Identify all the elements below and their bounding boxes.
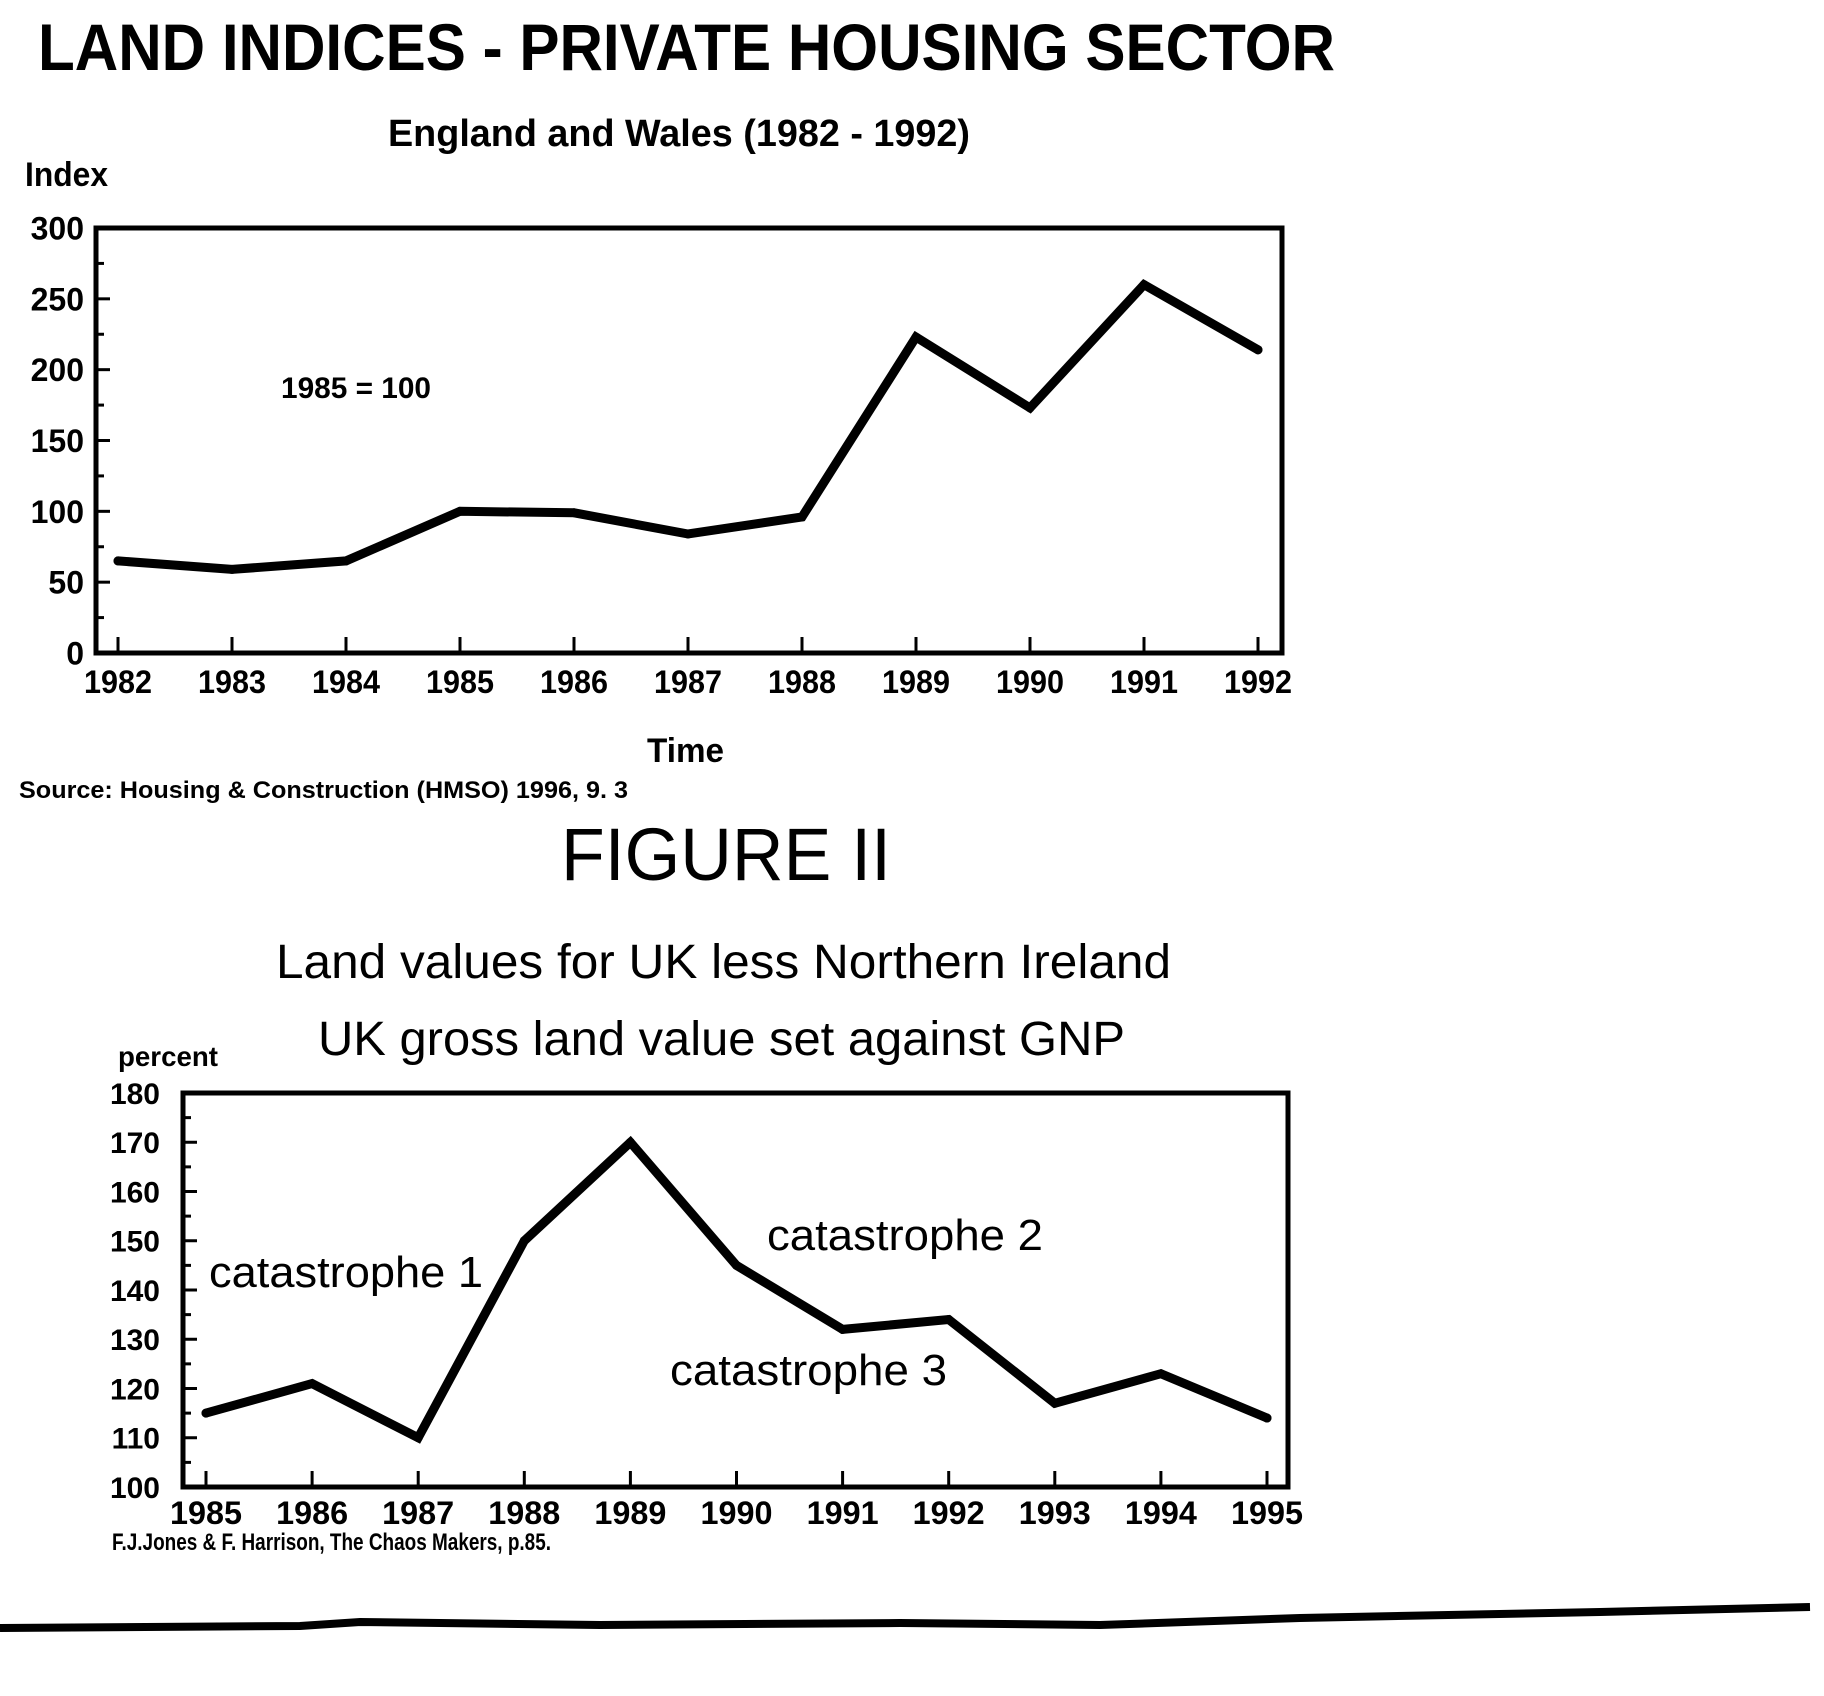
data-point-1987 <box>683 529 693 539</box>
y-tick-label: 180 <box>110 1078 160 1111</box>
x-tick-label: 1992 <box>913 1495 985 1531</box>
data-point-1994 <box>1156 1369 1166 1379</box>
bottom-divider-rule <box>0 1603 1811 1632</box>
y-tick-label: 140 <box>110 1275 160 1308</box>
chart2-y-tick-labels: 100 110 120 130 140 150 160 170 180 <box>110 1078 160 1505</box>
x-tick-label: 1988 <box>768 664 836 700</box>
chart1-x-axis-label: Time <box>647 732 724 770</box>
y-tick-label: 150 <box>31 423 84 459</box>
chart1-annotation: 1985 = 100 <box>281 372 431 405</box>
x-tick-label: 1994 <box>1125 1495 1197 1531</box>
y-tick-label: 120 <box>110 1373 160 1406</box>
chart1-y-axis-label: Index <box>25 156 108 194</box>
y-tick-label: 200 <box>31 352 84 388</box>
x-tick-label: 1986 <box>540 664 608 700</box>
x-tick-label: 1988 <box>488 1495 560 1531</box>
y-tick-label: 300 <box>31 211 84 247</box>
chart1-y-ticks <box>96 226 110 655</box>
x-tick-label: 1991 <box>1110 664 1178 700</box>
x-tick-label: 1992 <box>1224 664 1292 700</box>
chart2-y-axis-label: percent <box>118 1041 218 1072</box>
chart2-y-ticks <box>183 1091 197 1489</box>
x-tick-label: 1995 <box>1231 1495 1303 1531</box>
data-point-1988 <box>519 1236 529 1246</box>
y-tick-label: 110 <box>112 1423 160 1456</box>
data-point-1990 <box>732 1260 741 1270</box>
x-tick-label: 1993 <box>1019 1495 1091 1531</box>
x-tick-label: 1985 <box>170 1495 242 1531</box>
data-point-1991 <box>1139 280 1149 290</box>
chart1-title: England and Wales (1982 - 1992) <box>388 113 970 155</box>
chart2-annotation-catastrophe-3: catastrophe 3 <box>670 1346 947 1395</box>
data-point-1984 <box>341 556 351 566</box>
data-point-1986 <box>307 1379 317 1389</box>
chart2-annotation-catastrophe-2: catastrophe 2 <box>767 1211 1043 1260</box>
data-point-1988 <box>797 512 807 522</box>
y-tick-label: 0 <box>66 636 84 672</box>
chart2-title: Land values for UK less Northern Ireland <box>276 936 1171 989</box>
data-point-1983 <box>227 564 237 574</box>
x-tick-label: 1985 <box>426 664 494 700</box>
chart-land-values: Land values for UK less Northern Ireland… <box>110 936 1303 1556</box>
chart2-x-tick-labels: 1985 1986 1987 1988 1989 1990 1991 1992 1993 1994… <box>170 1495 1303 1531</box>
data-point-1992 <box>944 1315 954 1325</box>
page-title: LAND INDICES - PRIVATE HOUSING SECTOR <box>38 10 1335 84</box>
x-tick-label: 1989 <box>594 1495 666 1531</box>
chart1-source: Source: Housing & Construction (HMSO) 19… <box>19 777 628 804</box>
chart1-x-ticks <box>116 637 1260 653</box>
data-point-1995 <box>1262 1413 1272 1423</box>
chart2-subtitle: UK gross land value set against GNP <box>318 1013 1125 1066</box>
data-point-1986 <box>569 508 579 518</box>
data-point-1987 <box>413 1433 423 1443</box>
chart1-data-points <box>113 280 1263 574</box>
data-point-1989 <box>625 1137 635 1147</box>
data-point-1991 <box>838 1324 848 1334</box>
y-tick-label: 170 <box>110 1127 160 1160</box>
x-tick-label: 1987 <box>654 664 722 700</box>
data-point-1992 <box>1253 345 1263 355</box>
chart2-annotation-catastrophe-1: catastrophe 1 <box>209 1248 483 1297</box>
chart1-series-line <box>113 279 1263 574</box>
chart2-x-ticks <box>204 1471 1269 1487</box>
data-point-1985 <box>455 506 465 516</box>
data-point-1982 <box>113 556 123 566</box>
x-tick-label: 1983 <box>198 664 266 700</box>
data-point-1989 <box>911 332 921 342</box>
chart2-data-points <box>201 1137 1272 1443</box>
x-tick-label: 1990 <box>701 1495 773 1531</box>
x-tick-label: 1987 <box>382 1495 454 1531</box>
x-tick-label: 1989 <box>882 664 950 700</box>
data-point-1993 <box>1050 1398 1060 1408</box>
y-tick-label: 150 <box>110 1226 160 1259</box>
figure-label: FIGURE II <box>561 813 891 896</box>
x-tick-label: 1986 <box>276 1495 348 1531</box>
x-tick-label: 1984 <box>312 664 380 700</box>
x-tick-label: 1982 <box>84 664 152 700</box>
data-point-1990 <box>1025 403 1035 413</box>
chart1-x-tick-labels: 1982 1983 1984 1985 1986 1987 1988 1989 1990 1991… <box>84 664 1292 700</box>
chart1-plot-frame <box>93 225 1285 656</box>
y-tick-label: 100 <box>110 1472 160 1505</box>
x-tick-label: 1990 <box>996 664 1064 700</box>
x-tick-label: 1991 <box>807 1495 879 1531</box>
y-tick-label: 100 <box>31 494 84 530</box>
chart1-y-tick-labels: 0 50 100 150 200 250 300 <box>31 211 84 672</box>
y-tick-label: 50 <box>48 565 84 601</box>
y-tick-label: 130 <box>110 1324 160 1357</box>
chart2-source: F.J.Jones & F. Harrison, The Chaos Maker… <box>112 1529 551 1556</box>
chart-land-indices: England and Wales (1982 - 1992) Index 0 5… <box>19 113 1292 804</box>
data-point-1985 <box>201 1408 211 1418</box>
y-tick-label: 250 <box>31 281 84 317</box>
y-tick-label: 160 <box>110 1176 160 1209</box>
